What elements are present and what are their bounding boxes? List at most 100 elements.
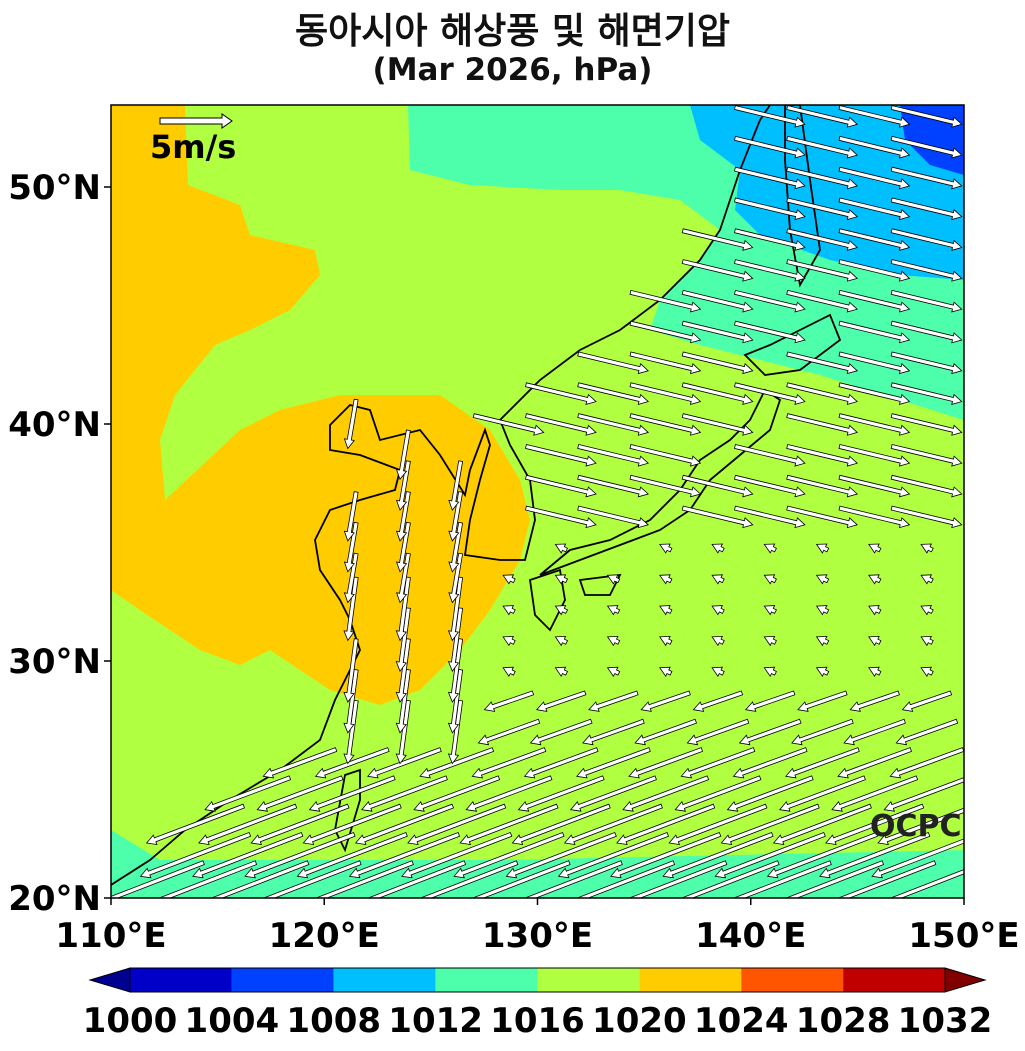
wind-arrow [726, 775, 814, 812]
wind-arrow [786, 351, 859, 375]
wind-arrow [720, 803, 820, 845]
wind-arrow [465, 775, 553, 812]
wind-arrow [838, 444, 911, 467]
wind-arrow [448, 521, 464, 573]
wind-arrow [734, 228, 806, 251]
wind-arrow [734, 444, 806, 467]
wind-arrow [711, 635, 725, 647]
reference-arrow-label: 5m/s [150, 128, 236, 166]
wind-arrow [838, 289, 911, 313]
wind-arrow [554, 666, 569, 677]
colorbar-label: 1000 [83, 1001, 178, 1041]
wind-arrow [732, 747, 808, 779]
colorbar-segment [333, 968, 436, 992]
wind-arrow [920, 635, 934, 647]
wind-arrow [681, 259, 754, 282]
wind-arrow [250, 803, 350, 845]
wind-arrow [582, 718, 645, 746]
wind-arrow [838, 351, 911, 375]
wind-arrow [606, 574, 621, 585]
wind-arrow [395, 552, 411, 604]
wind-arrow [606, 635, 621, 647]
wind-arrow [523, 747, 599, 779]
wind-arrow [523, 860, 623, 898]
lat-tick-label: 30°N [8, 642, 101, 682]
wind-arrow [890, 413, 963, 436]
wind-arrow [734, 259, 806, 282]
colorbar-label: 1016 [490, 1001, 585, 1041]
wind-arrow [889, 869, 964, 898]
wind-arrow [681, 228, 754, 251]
wind-arrow [734, 135, 806, 159]
wind-arrow [681, 320, 754, 344]
pressure-1020-1024 [111, 105, 530, 705]
wind-arrow [838, 320, 911, 344]
colorbar-label: 1032 [898, 1001, 993, 1041]
wind-arrow [401, 831, 513, 879]
wind-arrow [890, 505, 963, 529]
wind-arrow [883, 777, 964, 812]
wind-arrow [629, 289, 702, 313]
wind-arrow [192, 831, 304, 879]
colorbar-label: 1028 [796, 1001, 891, 1041]
lon-tick-label: 150°E [908, 916, 1019, 956]
wind-arrow [714, 831, 826, 879]
wind-arrow [890, 351, 963, 375]
wind-arrow [577, 444, 649, 467]
wind-arrow [413, 775, 501, 812]
wind-arrow [343, 398, 359, 450]
wind-arrow [628, 860, 728, 898]
wind-arrow [674, 775, 762, 812]
wind-arrow [786, 505, 859, 529]
lat-tick-label: 50°N [8, 168, 101, 208]
wind-arrow [502, 666, 516, 677]
wind-arrow [577, 351, 650, 375]
wind-arrow [448, 460, 464, 511]
wind-arrow [419, 747, 495, 779]
wind-arrow [502, 635, 516, 647]
wind-arrow [557, 831, 670, 879]
wind-arrow [843, 718, 906, 746]
wind-arrow [407, 803, 507, 845]
wind-arrow [525, 444, 597, 467]
wind-arrow [786, 197, 859, 221]
wind-arrow [763, 543, 777, 554]
wind-arrow [825, 803, 925, 845]
wind-arrow [563, 803, 663, 845]
wind-arrow [786, 289, 859, 313]
wind-arrow [629, 351, 702, 375]
lon-tick-label: 130°E [482, 916, 593, 956]
wind-arrow [395, 460, 411, 511]
colorbar-under-arrow [88, 967, 131, 993]
wind-arrow [659, 543, 673, 554]
wind-arrow [111, 860, 205, 898]
lon-tick-label: 120°E [269, 916, 380, 956]
colorbar-over-arrow [944, 967, 987, 993]
wind-arrow [838, 474, 911, 498]
wind-arrow [629, 474, 702, 498]
wind-arrow [628, 747, 704, 779]
wind-arrow [890, 166, 963, 190]
wind-arrow [448, 491, 464, 542]
wind-arrow [686, 718, 750, 746]
wind-arrow [786, 382, 858, 405]
wind-arrow [920, 605, 934, 616]
colorbar-segment [843, 968, 945, 992]
wind-arrow [786, 474, 859, 498]
wind-arrow [766, 831, 879, 879]
wind-arrow [890, 197, 963, 221]
wind-arrow [256, 775, 344, 812]
pressure-field [111, 105, 964, 898]
wind-arrow [606, 605, 621, 616]
wind-arrow [448, 552, 464, 604]
colorbar-segment [435, 968, 538, 992]
wind-arrow [734, 382, 806, 405]
wind-arrow [711, 605, 725, 616]
wind-arrow [502, 574, 516, 585]
wind-arrow [471, 747, 547, 779]
wind-arrow [629, 320, 702, 344]
wind-arrow [343, 552, 359, 604]
wind-arrow [659, 666, 673, 677]
wind-arrow [920, 543, 934, 554]
